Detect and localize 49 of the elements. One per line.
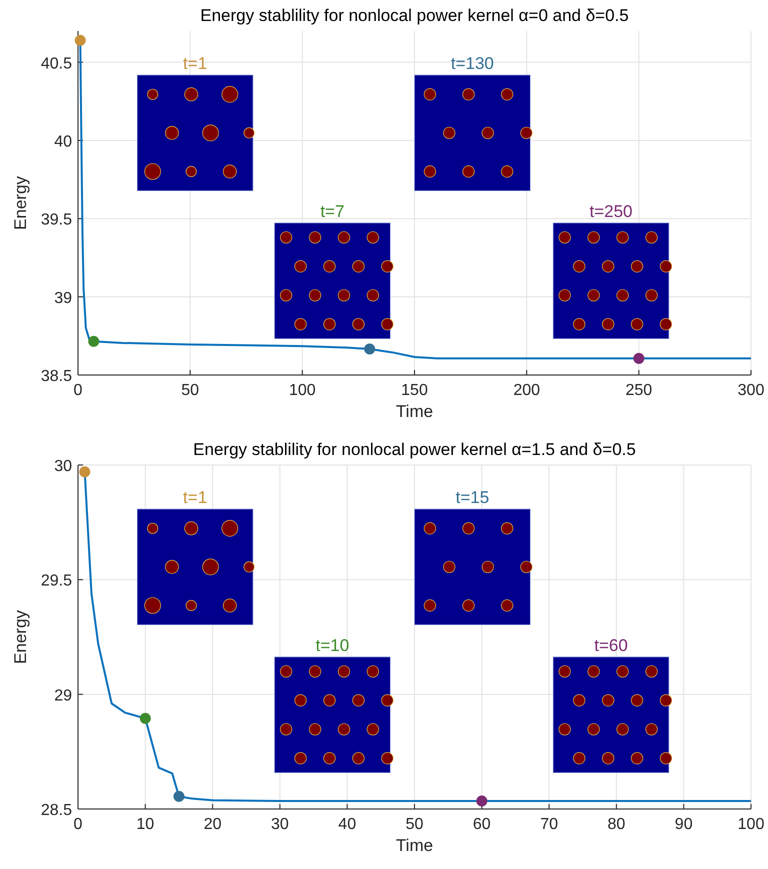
y-tick-label: 40.5: [40, 55, 72, 72]
y-tick-label: 29.5: [40, 572, 72, 590]
x-axis-title: Time: [396, 402, 434, 421]
y-tick-label: 30: [54, 458, 72, 475]
x-tick-label: 0: [74, 382, 83, 399]
annotation: t=130: [450, 54, 494, 74]
y-tick-label: 39: [54, 290, 72, 307]
annotation: t=60: [594, 636, 628, 655]
annotation: t=1: [183, 54, 208, 74]
point: [140, 712, 151, 724]
x-tick-label: 30: [271, 816, 289, 833]
x-tick-label: 150: [401, 382, 428, 399]
x-tick-label: 60: [472, 816, 491, 833]
x-tick-label: 90: [674, 816, 693, 833]
annotation: t=10: [316, 636, 350, 655]
y-tick-label: 39.5: [40, 212, 72, 229]
chart-title: Energy stablility for nonlocal power kernel α=1.5 and δ=0.5: [193, 440, 636, 459]
x-tick-label: 80: [608, 816, 626, 833]
x-tick-label: 70: [540, 816, 558, 833]
annotation: t=1: [183, 488, 208, 508]
point: [633, 352, 644, 364]
x-tick-label: 300: [738, 382, 764, 399]
y-axis-title: Energy: [11, 176, 30, 230]
y-tick-label: 28.5: [40, 802, 72, 819]
x-tick-label: 100: [738, 816, 764, 833]
point: [88, 336, 100, 347]
y-tick-label: 29: [54, 687, 72, 704]
annotation: t=250: [590, 202, 633, 221]
point: [364, 344, 376, 355]
annotation: t=15: [456, 488, 490, 508]
x-tick-label: 10: [136, 816, 154, 833]
point: [173, 790, 184, 802]
x-tick-label: 50: [181, 382, 200, 399]
annotation: t=7: [320, 202, 344, 221]
x-tick-label: 200: [513, 382, 540, 399]
y-tick-label: 40: [54, 133, 72, 150]
chart-title: Energy stablility for nonlocal power kernel α=0 and δ=0.5: [200, 6, 629, 25]
point: [476, 795, 488, 806]
x-tick-label: 50: [406, 816, 424, 833]
point: [74, 34, 86, 46]
y-tick-label: 38.5: [40, 368, 72, 385]
point: [79, 466, 90, 478]
x-axis-title: Time: [396, 836, 434, 855]
x-tick-label: 100: [288, 382, 316, 399]
x-tick-label: 0: [74, 816, 83, 833]
x-tick-label: 250: [625, 382, 652, 399]
y-axis-title: Energy: [11, 610, 30, 664]
x-tick-label: 40: [338, 816, 356, 833]
x-tick-label: 20: [204, 816, 222, 833]
